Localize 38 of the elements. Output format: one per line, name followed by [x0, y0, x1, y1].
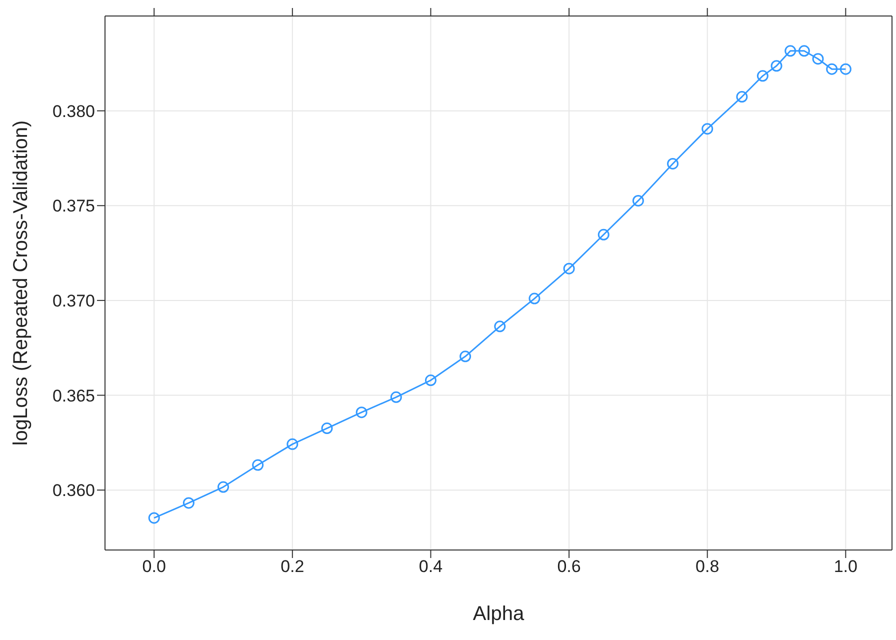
point [460, 350, 472, 362]
point [798, 45, 810, 57]
point [528, 292, 540, 304]
x-tick-label: 0.4 [418, 557, 443, 576]
y-tick-label: 0.365 [52, 386, 95, 406]
point [252, 459, 264, 471]
point [182, 497, 194, 509]
point [812, 53, 824, 65]
point [736, 91, 748, 103]
point [218, 481, 230, 493]
point [356, 406, 368, 418]
point [424, 374, 436, 386]
point [667, 158, 679, 170]
y-axis-title: logLoss (Repeated Cross-Validation) [10, 120, 32, 446]
point [784, 45, 796, 57]
y-tick-label: 0.375 [52, 196, 95, 216]
y-tick-label: 0.360 [52, 481, 95, 500]
x-tick-label: 0.2 [280, 557, 304, 576]
x-tick-label: 1.0 [834, 557, 858, 576]
point [598, 228, 610, 240]
point [632, 194, 644, 206]
x-axis-title: Alpha [472, 603, 525, 625]
point [770, 60, 782, 72]
point [563, 262, 575, 274]
point [148, 512, 160, 524]
y-tick-label: 0.380 [52, 102, 95, 121]
x-tick-label: 0.8 [696, 557, 720, 576]
point [840, 63, 852, 75]
point [390, 391, 402, 403]
point [494, 320, 506, 332]
x-tick-label: 0.6 [557, 557, 581, 576]
y-tick-label: 0.370 [52, 291, 95, 310]
x-tick-label: 0.0 [142, 557, 166, 576]
point [321, 422, 333, 434]
point [702, 123, 714, 135]
point [756, 70, 768, 82]
point [826, 63, 838, 75]
point [286, 438, 298, 450]
